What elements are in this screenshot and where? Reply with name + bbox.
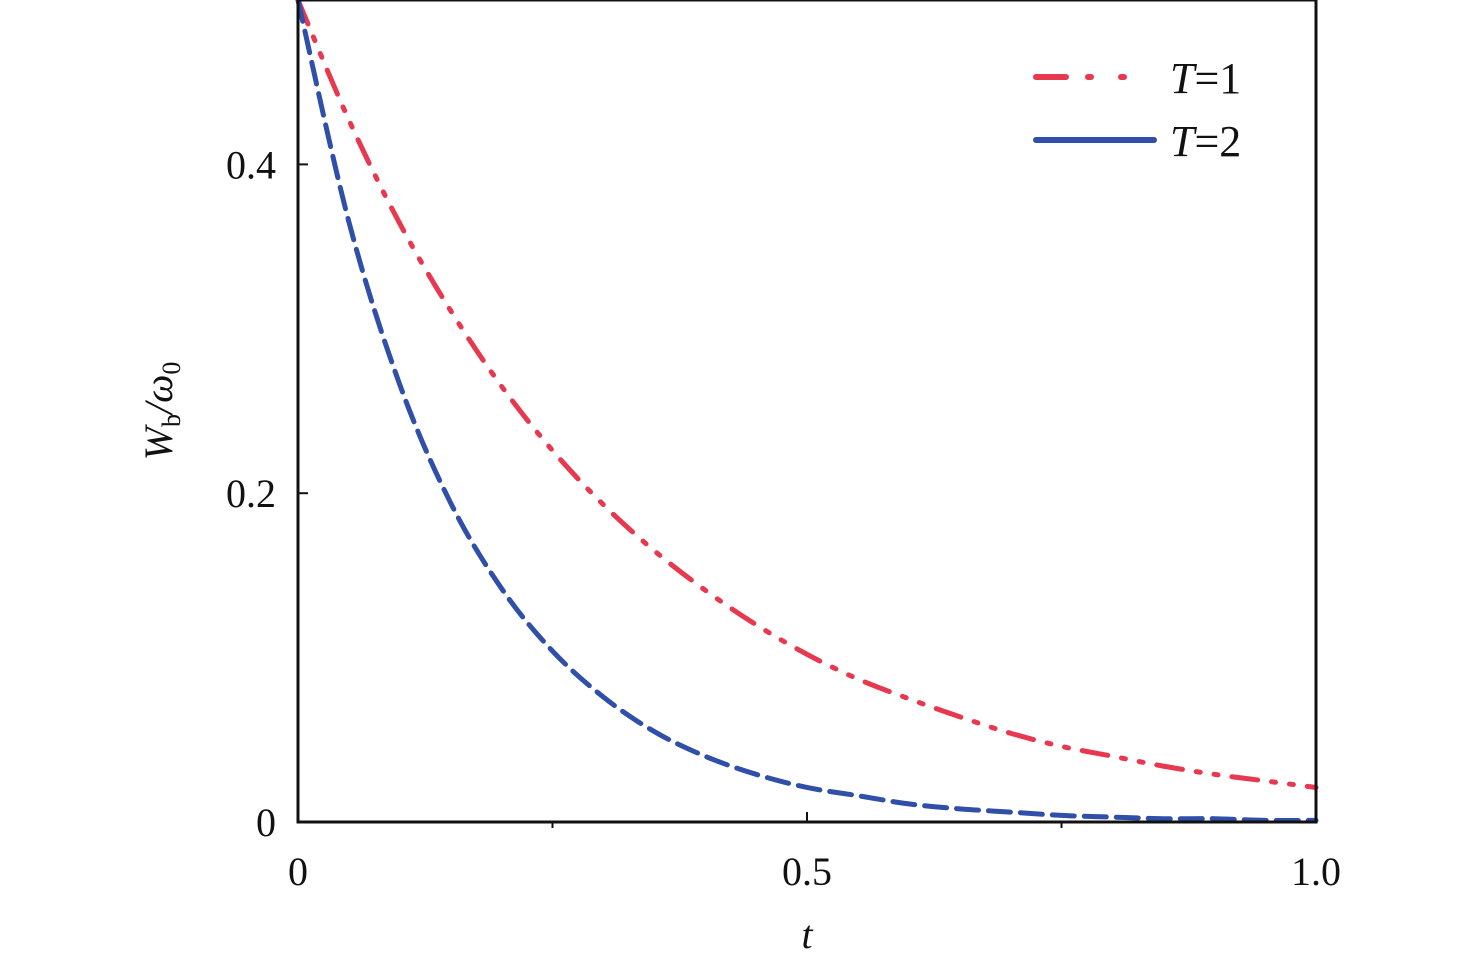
series-line-1 xyxy=(295,0,1319,790)
x-axis-label: t xyxy=(801,912,813,957)
plot-series xyxy=(295,0,1319,823)
x-tick-label: 0.5 xyxy=(782,849,832,894)
legend-label-2: T=2 xyxy=(1170,117,1241,166)
x-tick-label: 0 xyxy=(288,849,308,894)
y-axis-label: Wb/ω0 xyxy=(136,362,186,461)
plot-frame xyxy=(296,0,1318,824)
legend: T=1T=2 xyxy=(1033,54,1241,166)
y-tick-label: 0.4 xyxy=(226,142,276,187)
legend-label-1: T=1 xyxy=(1170,54,1241,103)
y-tick-label: 0 xyxy=(256,800,276,845)
axis-ticks: 0 0.5 1.0 0 0.2 0.4 xyxy=(226,142,1341,894)
series-line-2 xyxy=(295,0,1319,823)
y-tick-label: 0.2 xyxy=(226,471,276,516)
x-tick-label: 1.0 xyxy=(1291,849,1341,894)
